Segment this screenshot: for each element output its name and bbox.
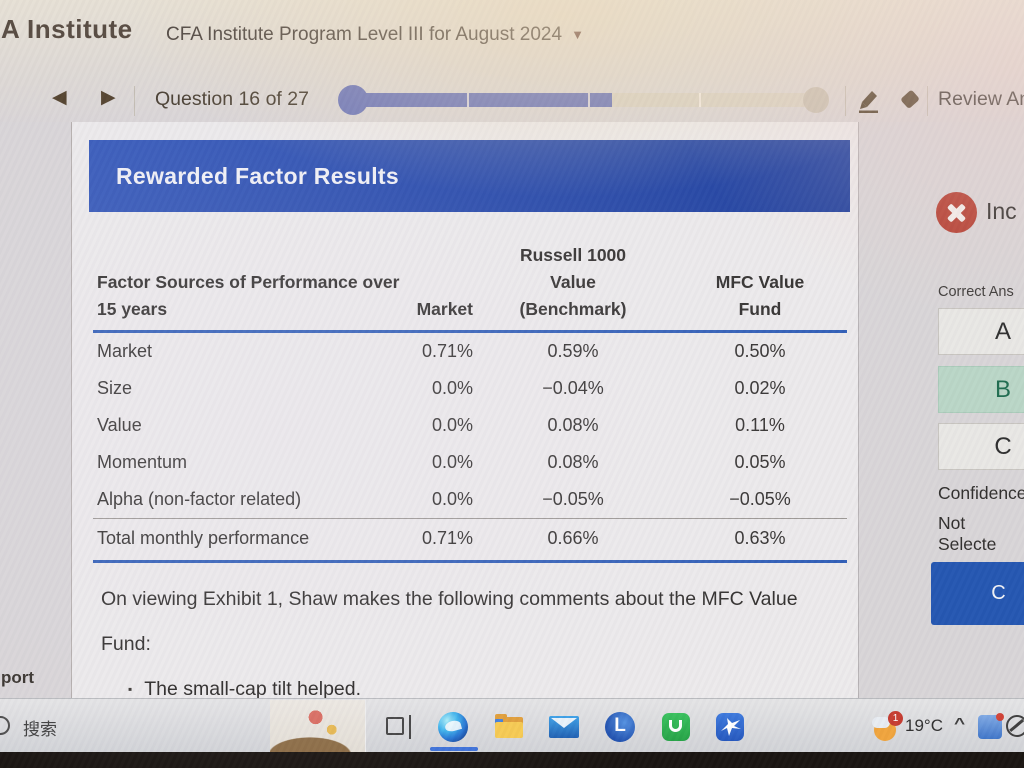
tray-expand-chevron[interactable]: ^: [954, 715, 966, 732]
answer-option-a[interactable]: A: [938, 308, 1024, 355]
divider: [134, 86, 135, 116]
tray-ime-icon[interactable]: [978, 713, 1004, 739]
table-row: Market 0.71% 0.59% 0.50%: [93, 333, 847, 370]
previous-question-button[interactable]: ◀: [52, 87, 67, 108]
table-row: Size 0.0% −0.04% 0.02%: [93, 370, 847, 407]
highlighter-icon[interactable]: [855, 86, 883, 114]
cell-fund: −0.05%: [729, 489, 791, 510]
windows-taskbar: 搜索 L 1 19°C ^: [0, 698, 1024, 754]
cell-benchmark: 0.08%: [547, 415, 599, 436]
temperature-label[interactable]: 19°C: [905, 716, 943, 735]
thunder-bird-app-icon[interactable]: [714, 711, 746, 743]
correct-answer-label: Correct Ans: [938, 284, 1014, 300]
factor-results-table: Factor Sources of Performance over 15 ye…: [93, 242, 847, 564]
cell-fund: 0.02%: [734, 378, 786, 399]
cell-fund: 0.05%: [734, 452, 786, 473]
column-header-fund: MFC Value Fund: [715, 272, 805, 320]
progress-tick: [587, 93, 590, 107]
cell-benchmark: 0.08%: [547, 452, 599, 473]
cell-fund: 0.50%: [734, 341, 786, 362]
result-status-label: Inc: [986, 198, 1017, 224]
action-button[interactable]: C: [931, 562, 1024, 625]
task-view-icon[interactable]: [383, 711, 415, 743]
bullet-text: The small-cap tilt helped.: [144, 678, 362, 700]
do-not-disturb-icon[interactable]: [1006, 715, 1024, 737]
table-row: Alpha (non-factor related) 0.0% −0.05% −…: [93, 481, 847, 520]
active-app-indicator: [430, 747, 478, 751]
exhibit-panel: Rewarded Factor Results Factor Sources o…: [71, 122, 859, 700]
taskbar-search[interactable]: 搜索: [23, 720, 57, 739]
question-counter: Question 16 of 27: [155, 88, 309, 110]
cell-market: 0.0%: [431, 415, 473, 436]
row-label: Size: [97, 378, 133, 399]
cell-market: 0.71%: [421, 528, 473, 549]
table-total-row: Total monthly performance 0.71% 0.66% 0.…: [93, 519, 847, 564]
column-header-benchmark: Russell 1000 Value (Benchmark): [519, 245, 627, 320]
question-stem-paragraph: On viewing Exhibit 1, Shaw makes the fol…: [101, 588, 798, 655]
eraser-icon[interactable]: [896, 86, 924, 114]
search-icon[interactable]: [0, 716, 10, 735]
progress-start-knob[interactable]: [338, 85, 368, 115]
table-header-row: Factor Sources of Performance over 15 ye…: [93, 242, 847, 334]
row-label: Alpha (non-factor related): [97, 489, 302, 510]
incorrect-icon: [936, 192, 977, 233]
progress-end-knob[interactable]: [803, 87, 829, 113]
notification-badge: 1: [888, 711, 903, 726]
row-label: Market: [97, 341, 153, 362]
answer-option-c[interactable]: C: [938, 423, 1024, 470]
answer-option-b[interactable]: B: [938, 366, 1024, 413]
cfa-institute-logo: A Institute: [1, 14, 133, 44]
question-navbar: ◀ ▶ Question 16 of 27 Review An: [0, 84, 1024, 122]
exhibit-header: Rewarded Factor Results: [89, 140, 850, 212]
row-label: Value: [97, 415, 142, 436]
exhibit-title: Rewarded Factor Results: [116, 163, 399, 189]
divider: [927, 86, 928, 116]
divider: [845, 86, 846, 116]
cell-market: 0.71%: [421, 341, 473, 362]
next-question-button[interactable]: ▶: [101, 87, 116, 108]
progress-tick: [699, 93, 702, 107]
cell-market: 0.0%: [431, 378, 473, 399]
program-title-dropdown[interactable]: CFA Institute Program Level III for Augu…: [166, 24, 584, 46]
cell-market: 0.0%: [431, 489, 473, 510]
column-header-market: Market: [416, 299, 473, 320]
question-progress-slider[interactable]: [338, 85, 829, 115]
cell-fund: 0.11%: [735, 415, 785, 436]
weather-widget-thumbnail[interactable]: [270, 700, 366, 754]
screen-bezel: [0, 752, 1024, 768]
confidence-value: Not Selecte: [938, 513, 997, 554]
cell-benchmark: 0.66%: [547, 528, 599, 549]
review-answers-link[interactable]: Review An: [938, 88, 1024, 110]
table-row: Momentum 0.0% 0.08% 0.05%: [93, 444, 847, 481]
row-label: Momentum: [97, 452, 188, 473]
progress-track[interactable]: [338, 85, 829, 115]
cell-benchmark: −0.04%: [542, 378, 604, 399]
file-explorer-icon[interactable]: [493, 711, 525, 743]
progress-tick: [466, 93, 469, 107]
left-clipped-text: port: [1, 668, 35, 687]
column-header-factor: Factor Sources of Performance over 15 ye…: [97, 272, 400, 320]
confidence-label: Confidence: [938, 483, 1024, 503]
cell-benchmark: −0.05%: [542, 489, 604, 510]
tray-weather-icon[interactable]: 1: [872, 711, 904, 743]
program-title-label: CFA Institute Program Level III for Augu…: [166, 24, 563, 45]
edge-browser-icon[interactable]: [437, 711, 469, 743]
mail-icon[interactable]: [548, 711, 580, 743]
green-app-icon[interactable]: [660, 711, 692, 743]
row-label: Total monthly performance: [97, 528, 310, 549]
cell-market: 0.0%: [431, 452, 473, 473]
chevron-down-icon: ▼: [571, 27, 584, 42]
progress-fill: [341, 93, 613, 107]
cell-fund: 0.63%: [734, 528, 786, 549]
cell-benchmark: 0.59%: [547, 341, 599, 362]
l-app-icon[interactable]: L: [604, 711, 636, 743]
table-row: Value 0.0% 0.08% 0.11%: [93, 407, 847, 444]
bullet-icon: ▪: [128, 682, 133, 696]
